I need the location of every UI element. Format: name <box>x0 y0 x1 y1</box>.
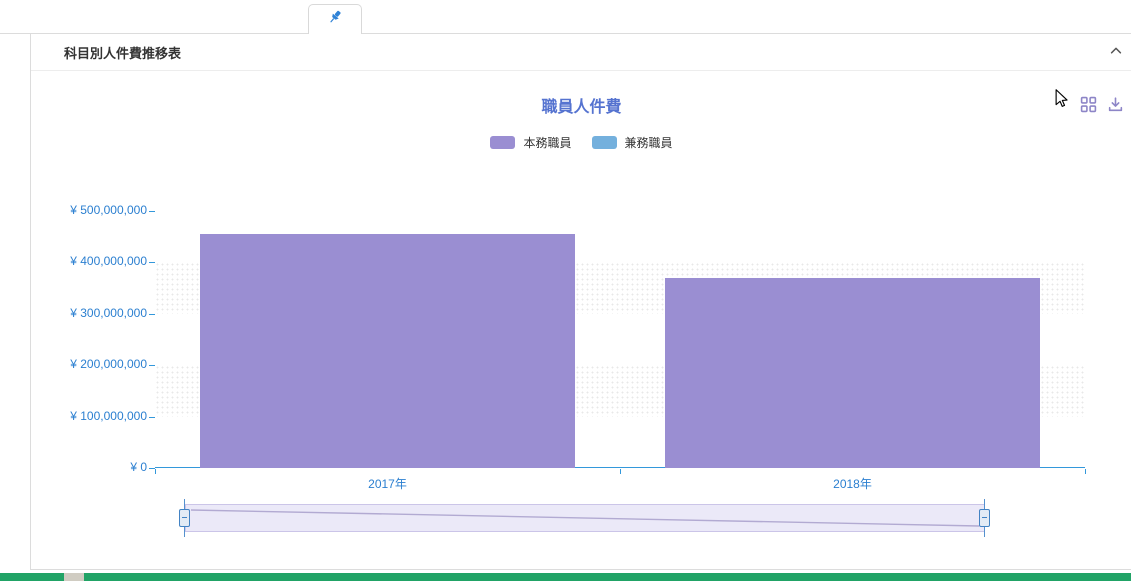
y-axis-tick <box>149 211 155 212</box>
chart-title: 職員人件費 <box>541 99 622 116</box>
x-axis-tick <box>620 469 621 474</box>
y-axis-tick <box>149 313 155 315</box>
y-axis-tick <box>149 468 155 469</box>
data-view-grid-icon[interactable] <box>1080 96 1097 113</box>
y-axis-label: ¥ 0 <box>130 460 147 474</box>
y-axis-label: ¥ 300,000,000 <box>70 305 147 320</box>
legend-label: 兼務職員 <box>624 136 673 150</box>
bar-2018年[interactable] <box>665 277 1040 468</box>
chart-canvas: 職員人件費 本務職 <box>31 72 1131 569</box>
pinned-tab[interactable] <box>308 4 362 34</box>
top-divider-line <box>0 33 30 34</box>
chart-toolbox <box>1080 96 1124 113</box>
legend-swatch <box>591 136 617 149</box>
collapse-panel-button[interactable] <box>1106 43 1126 63</box>
legend: 本務職員 兼務職員 <box>31 134 1131 151</box>
y-axis-label: ¥ 500,000,000 <box>70 203 147 217</box>
legend-swatch <box>490 136 516 149</box>
legend-item-本務職員[interactable]: 本務職員 <box>490 134 572 151</box>
pushpin-icon <box>327 9 343 30</box>
y-axis-tick <box>149 416 155 418</box>
y-axis-tick <box>149 262 155 264</box>
bar-2017年[interactable] <box>200 234 575 468</box>
datazoom-right-grip-icon[interactable] <box>979 509 990 527</box>
legend-item-兼務職員[interactable]: 兼務職員 <box>591 134 673 151</box>
y-axis-label: ¥ 400,000,000 <box>70 254 147 269</box>
panel-header: 科目別人件費推移表 <box>31 34 1131 71</box>
x-axis-label: 2017年 <box>368 477 407 491</box>
x-axis-tick <box>155 469 156 474</box>
datazoom-left-handle[interactable] <box>179 499 190 537</box>
y-axis-label: ¥ 200,000,000 <box>70 357 147 372</box>
datazoom-slider[interactable] <box>185 504 985 532</box>
panel-title: 科目別人件費推移表 <box>64 45 182 61</box>
x-axis-tick <box>1085 469 1086 474</box>
mouse-cursor-icon <box>1050 87 1071 110</box>
datazoom-right-handle[interactable] <box>979 499 990 537</box>
y-axis-label: ¥ 100,000,000 <box>70 408 147 423</box>
bottom-window-strip <box>0 573 1131 581</box>
download-icon[interactable] <box>1107 96 1124 113</box>
datazoom-preview-line <box>190 509 980 527</box>
chart-panel: 科目別人件費推移表 職員人件費 <box>30 33 1131 570</box>
legend-label: 本務職員 <box>523 136 572 150</box>
bottom-strip-square <box>64 573 84 581</box>
datazoom-left-grip-icon[interactable] <box>179 509 190 527</box>
y-axis-tick <box>149 365 155 367</box>
x-axis-label: 2018年 <box>833 477 872 491</box>
plot-area <box>155 211 1085 468</box>
chevron-up-icon <box>1109 44 1123 63</box>
